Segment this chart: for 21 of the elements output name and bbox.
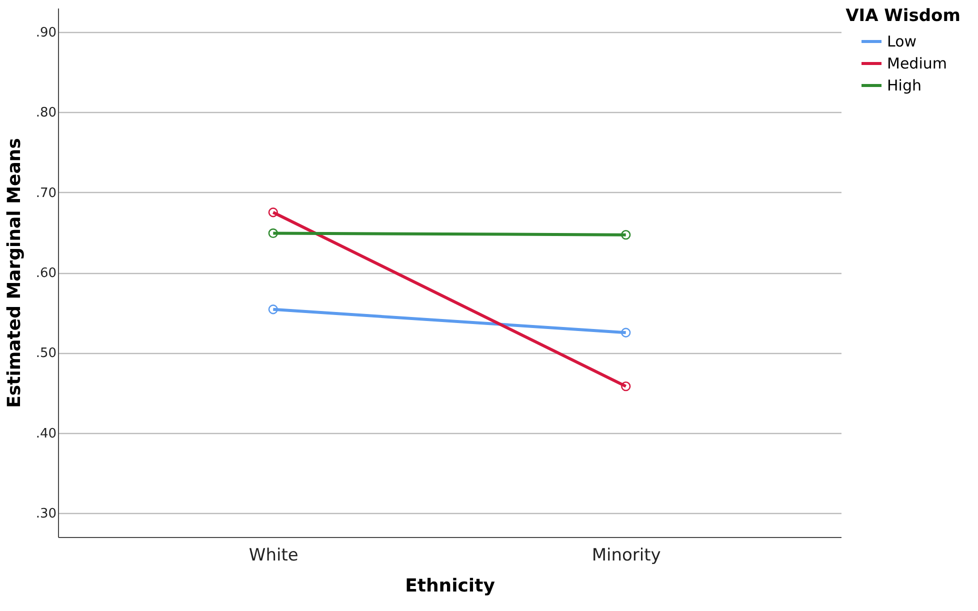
legend-label: Low [887, 32, 917, 50]
y-axis-title: Estimated Marginal Means [4, 138, 25, 408]
point [621, 381, 631, 392]
point [268, 304, 278, 314]
legend-title: VIA Wisdom [846, 6, 960, 26]
x-tick-label: White [248, 546, 298, 566]
point [268, 228, 278, 238]
legend-label: High [887, 76, 922, 94]
point [621, 230, 631, 240]
point [621, 328, 631, 338]
y-tick-label: .70 [36, 186, 56, 201]
y-tick-label: .50 [36, 346, 56, 362]
legend-label: Medium [887, 54, 947, 72]
y-tick-label: .90 [36, 26, 56, 41]
y-tick-label: .30 [36, 506, 56, 522]
point [268, 208, 278, 218]
y-tick-label: .80 [36, 106, 56, 121]
y-tick-label: .60 [36, 266, 56, 281]
y-tick-label: .40 [36, 426, 56, 442]
x-tick-label: Minority [592, 546, 661, 566]
x-axis-title: Ethnicity [405, 576, 496, 596]
